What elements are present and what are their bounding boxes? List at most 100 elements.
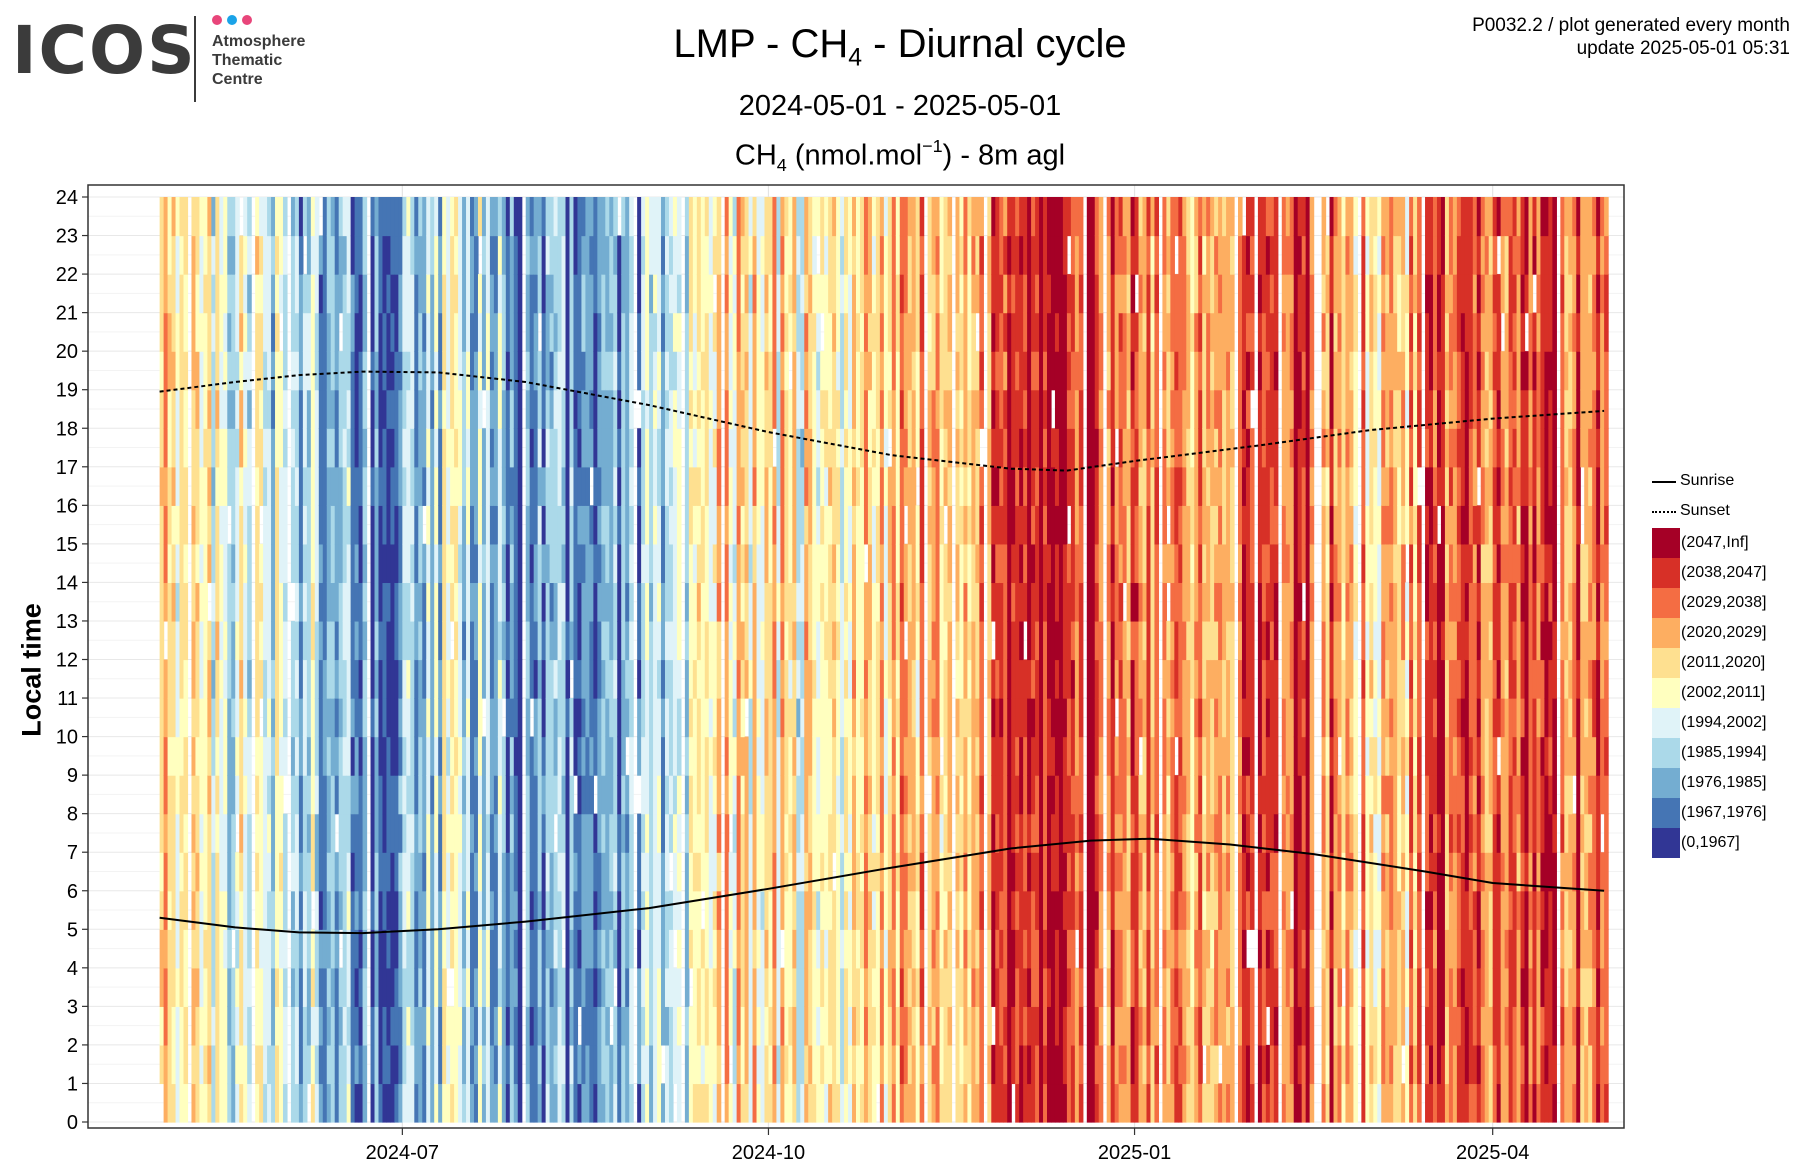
heatmap-cell [629,775,634,815]
heatmap-cell [271,775,276,815]
heatmap-cell [724,312,730,352]
heatmap-cell [577,582,583,622]
heatmap-cell [338,1006,344,1046]
heatmap-cell [879,698,885,738]
heatmap-cell [585,620,590,661]
heatmap-cell [402,466,407,506]
heatmap-cell [788,1044,793,1085]
heatmap-cell [517,659,523,699]
heatmap-cell [748,736,754,776]
heatmap-cell [867,1006,873,1046]
heatmap-cell [999,890,1004,930]
heatmap-cell [903,312,909,352]
heatmap-cell [963,929,969,969]
heatmap-cell [362,466,368,506]
heatmap-cell [867,543,873,584]
heatmap-cell [935,505,941,545]
heatmap-cell [485,389,491,429]
heatmap-cell [844,312,849,352]
heatmap-cell [553,620,559,661]
heatmap-cell [971,312,976,352]
heatmap-cell [887,197,893,237]
heatmap-cell [812,698,817,738]
heatmap-cell [450,312,455,352]
heatmap-cell [235,852,240,892]
heatmap-cell [629,967,634,1007]
heatmap-cell [370,1044,376,1085]
heatmap-cell [565,1044,571,1085]
heatmap-cell [653,389,658,429]
heatmap-cell [967,852,972,892]
heatmap-cell [517,351,523,391]
heatmap-cell [891,813,897,853]
heatmap-cell [895,197,901,237]
heatmap-cell [442,736,447,776]
heatmap-cell [824,620,829,661]
heatmap-cell [263,659,268,699]
heatmap-cell [820,736,825,776]
heatmap-cell [859,543,865,584]
heatmap-cell [350,620,356,661]
heatmap-cell [577,775,583,815]
heatmap-cell [740,1083,746,1123]
heatmap-cell [816,428,821,468]
heatmap-cell [418,582,423,622]
heatmap-cell [585,659,590,699]
heatmap-cell [545,543,551,584]
heatmap-cell [645,428,650,468]
heatmap-cell [298,582,304,622]
heatmap-cell [573,582,579,622]
heatmap-cell [609,659,614,699]
heatmap-cell [207,274,212,314]
heatmap-cell [211,736,216,776]
heatmap-cell [1019,197,1024,237]
heatmap-cell [159,235,165,275]
heatmap-cell [661,543,666,584]
heatmap-cell [883,775,889,815]
heatmap-cell [836,466,841,506]
heatmap-cell [211,813,216,853]
heatmap-cell [561,235,567,275]
heatmap-cell [561,582,567,622]
heatmap-cell [593,813,598,853]
heatmap-cell [402,274,407,314]
heatmap-cell [557,428,563,468]
heatmap-cell [378,852,384,892]
heatmap-cell [219,620,224,661]
heatmap-cell [641,351,646,391]
heatmap-cell [820,890,825,930]
heatmap-cell [302,929,308,969]
heatmap-cell [879,852,885,892]
heatmap-cell [541,582,547,622]
heatmap-cell [171,736,177,776]
heatmap-cell [338,813,344,853]
heatmap-cell [987,1006,992,1046]
heatmap-cell [593,1006,598,1046]
heatmap-cell [748,659,754,699]
heatmap-cell [676,698,682,738]
heatmap-cell [836,698,841,738]
heatmap-cell [716,659,722,699]
heatmap-cell [661,389,666,429]
heatmap-cell [434,428,439,468]
heatmap-cell [601,543,606,584]
heatmap-cell [350,813,356,853]
heatmap-cell [844,852,849,892]
heatmap-cell [473,659,479,699]
heatmap-cell [179,929,185,969]
heatmap-cell [824,312,829,352]
heatmap-cell [752,967,758,1007]
heatmap-cell [533,582,539,622]
heatmap-cell [871,505,877,545]
heatmap-cell [282,967,288,1007]
heatmap-cell [800,698,805,738]
heatmap-cell [207,466,212,506]
heatmap-cell [967,967,972,1007]
heatmap-cell [856,698,861,738]
heatmap-cell [792,505,797,545]
heatmap-cell [708,312,714,352]
heatmap-cell [657,235,662,275]
heatmap-cell [605,1044,610,1085]
heatmap-cell [1003,813,1008,853]
heatmap-cell [927,466,933,506]
